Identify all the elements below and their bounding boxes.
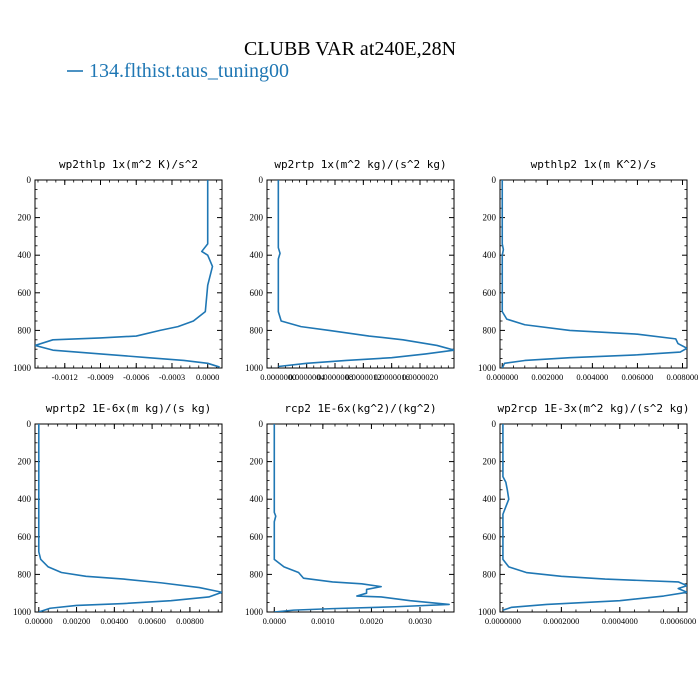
x-tick-label: 0.0002000	[543, 616, 579, 626]
panel-title: wp2thlp 1x(m^2 K)/s^2	[59, 158, 198, 171]
y-tick-label: 600	[483, 532, 497, 542]
x-tick-label: 0.0010	[311, 616, 334, 626]
x-tick-label: 0.002000	[531, 372, 563, 382]
x-tick-label: 0.0020	[360, 616, 383, 626]
y-tick-label: 600	[18, 532, 32, 542]
series-line	[273, 424, 450, 612]
x-tick-label: 0.0000	[263, 616, 286, 626]
x-tick-label: 0.004000	[576, 372, 608, 382]
y-tick-label: 1000	[478, 363, 497, 373]
series-line	[37, 424, 222, 612]
series-line	[501, 180, 687, 368]
plot-frame	[34, 423, 223, 613]
y-tick-label: 200	[250, 213, 264, 223]
y-tick-label: 800	[18, 325, 32, 335]
x-tick-label: 0.00000	[25, 616, 53, 626]
x-tick-label: 0.0000016	[374, 372, 410, 382]
y-tick-label: 400	[483, 250, 497, 260]
chart-panel-1: wp2thlp 1x(m^2 K)/s^2 0 200 400 600 800 1000 -0…	[13, 158, 223, 382]
x-tick-label: 0.0004000	[602, 616, 638, 626]
x-tick-label: 0.0000020	[402, 372, 438, 382]
y-tick-label: 400	[250, 250, 264, 260]
chart-panel-2: wp2rtp 1x(m^2 kg)/(s^2 kg) 0 200 400 600 800 1…	[245, 158, 455, 382]
x-tick-label: 0.0030	[408, 616, 431, 626]
panels-group: wp2thlp 1x(m^2 K)/s^2 0 200 400 600 800 1000 -0…	[13, 158, 698, 626]
y-tick-label: 800	[18, 569, 32, 579]
y-tick-label: 400	[18, 250, 32, 260]
legend-label: 134.flthist.taus_tuning00	[89, 60, 289, 82]
chart-panel-6: wp2rcp 1E-3x(m^2 kg)/(s^2 kg)0 200 400 600 8…	[478, 402, 696, 626]
y-tick-label: 800	[250, 325, 264, 335]
x-tick-label: 0.00200	[63, 616, 91, 626]
x-tick-label: -0.0012	[52, 372, 78, 382]
y-tick-label: 0	[492, 175, 497, 185]
y-tick-label: 0	[492, 419, 497, 429]
y-tick-label: 400	[18, 494, 32, 504]
x-tick-label: 0.00800	[176, 616, 204, 626]
chart-panel-5: rcp2 1E-6x(kg^2)/(kg^2) 0 200 400 600 800 1000…	[245, 402, 455, 626]
plot-frame	[499, 423, 688, 613]
x-tick-label: 0.0000	[196, 372, 219, 382]
figure-title: CLUBB VAR at240E,28N	[244, 38, 456, 60]
chart-panel-4: wprtp2 1E-6x(m kg)/(s kg) 0 200 400 600 800 10…	[13, 402, 223, 626]
y-tick-label: 200	[18, 213, 32, 223]
x-tick-label: 0.00400	[101, 616, 129, 626]
series-line	[502, 424, 687, 611]
x-tick-label: 0.006000	[621, 372, 653, 382]
series-line	[277, 180, 454, 368]
y-tick-label: 1000	[245, 607, 264, 617]
y-tick-label: 600	[483, 288, 497, 298]
x-tick-label: 0.008000	[667, 372, 699, 382]
x-tick-label: -0.0009	[87, 372, 113, 382]
x-tick-label: 0.0000000	[260, 372, 296, 382]
panel-title: wpthlp2 1x(m K^2)/s	[531, 158, 657, 171]
panel-title: rcp2 1E-6x(kg^2)/(kg^2)	[284, 402, 436, 415]
x-tick-label: 0.0000004	[289, 372, 326, 382]
plot-frame	[499, 179, 688, 369]
x-tick-label: 0.0000012	[345, 372, 381, 382]
panel-title: wp2rtp 1x(m^2 kg)/(s^2 kg)	[274, 158, 446, 171]
y-tick-label: 0	[27, 175, 32, 185]
y-tick-label: 1000	[245, 363, 264, 373]
y-tick-label: 200	[250, 457, 264, 467]
y-tick-label: 400	[250, 494, 264, 504]
y-tick-label: 400	[483, 494, 497, 504]
y-tick-label: 600	[250, 288, 264, 298]
x-tick-label: 0.00600	[138, 616, 166, 626]
y-tick-label: 0	[27, 419, 32, 429]
series-line	[35, 180, 220, 368]
y-tick-label: 800	[250, 569, 264, 579]
panel-title: wp2rcp 1E-3x(m^2 kg)/(s^2 kg)	[497, 402, 689, 415]
y-tick-label: 200	[18, 457, 32, 467]
x-tick-label: 0.0000008	[317, 372, 353, 382]
y-tick-label: 600	[250, 532, 264, 542]
x-tick-label: 0.000000	[486, 372, 518, 382]
y-tick-label: 0	[259, 175, 264, 185]
y-tick-label: 200	[483, 213, 497, 223]
x-tick-label: -0.0006	[123, 372, 149, 382]
panel-title: wprtp2 1E-6x(m kg)/(s kg)	[46, 402, 212, 415]
x-tick-label: 0.0000000	[485, 616, 521, 626]
x-tick-label: 0.0006000	[660, 616, 696, 626]
plot-frame	[266, 179, 455, 369]
y-tick-label: 1000	[478, 607, 497, 617]
y-tick-label: 800	[483, 325, 497, 335]
y-tick-label: 1000	[13, 363, 32, 373]
y-tick-label: 800	[483, 569, 497, 579]
y-tick-label: 1000	[13, 607, 32, 617]
x-tick-label: -0.0003	[159, 372, 185, 382]
y-tick-label: 600	[18, 288, 32, 298]
y-tick-label: 0	[259, 419, 264, 429]
chart-panel-3: wpthlp2 1x(m K^2)/s020040060080010000.00…	[478, 158, 698, 382]
y-tick-label: 200	[483, 457, 497, 467]
